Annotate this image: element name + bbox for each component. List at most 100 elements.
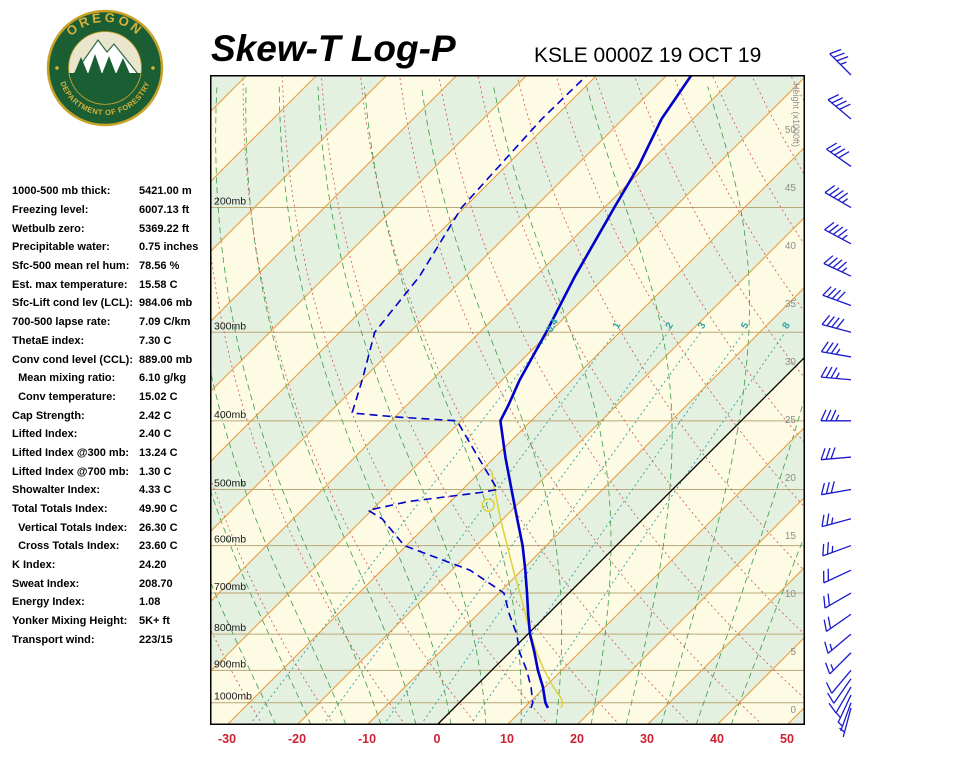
- index-value: 5421.00 m: [139, 185, 192, 198]
- index-value: 223/15: [139, 633, 173, 646]
- svg-text:600mb: 600mb: [214, 534, 246, 546]
- svg-text:35: 35: [785, 299, 797, 310]
- index-label: Showalter Index:: [12, 484, 101, 497]
- svg-text:700mb: 700mb: [214, 581, 246, 593]
- index-value: 7.09 C/km: [139, 316, 191, 329]
- index-value: 15.02 C: [139, 390, 178, 403]
- svg-text:3: 3: [696, 320, 709, 331]
- tree-icon: [74, 57, 88, 74]
- svg-text:40: 40: [710, 732, 724, 746]
- wind-barb: [823, 255, 852, 277]
- index-label: Est. max temperature:: [12, 278, 128, 291]
- svg-text:50: 50: [780, 732, 794, 746]
- index-row: Vertical Totals Index: 26.30 C: [12, 518, 222, 537]
- dewpoint-profile-line: [351, 75, 588, 709]
- index-value: 2.40 C: [139, 428, 172, 441]
- sounding-indices-panel: 1000-500 mb thick: 5421.00 m Freezing leve…: [12, 182, 222, 649]
- svg-text:1: 1: [611, 320, 624, 331]
- index-row: 700-500 lapse rate: 7.09 C/km: [12, 313, 222, 332]
- wind-barb: [820, 447, 852, 461]
- wind-barb: [822, 286, 852, 307]
- index-value: 0.75 inches: [139, 241, 199, 254]
- odf-logo: OREGON DEPARTMENT OF FORESTRY: [46, 8, 164, 135]
- page-title: Skew-T Log-P: [211, 28, 456, 69]
- index-value: 6007.13 ft: [139, 204, 190, 217]
- wind-barb: [823, 592, 852, 609]
- wind-barb: [822, 542, 852, 557]
- index-value: 24.20: [139, 559, 167, 572]
- logo-scene: [69, 32, 141, 104]
- wind-barb: [828, 686, 852, 714]
- svg-text:30: 30: [640, 732, 654, 746]
- index-label: Energy Index:: [12, 596, 85, 609]
- wind-barb: [827, 678, 852, 704]
- index-value: 26.30 C: [139, 521, 178, 534]
- index-row: Wetbulb zero: 5369.22 ft: [12, 219, 222, 238]
- index-row: Energy Index: 1.08: [12, 593, 222, 612]
- index-value: 6.10 g/kg: [139, 372, 187, 385]
- odf-logo-icon: OREGON DEPARTMENT OF FORESTRY: [46, 10, 164, 127]
- index-value: 23.60 C: [139, 540, 178, 553]
- svg-text:40: 40: [785, 241, 797, 252]
- index-value: 889.00 mb: [139, 353, 193, 366]
- index-row: Total Totals Index: 49.90 C: [12, 500, 222, 519]
- tree-icon: [88, 54, 102, 74]
- index-label: Lifted Index @700 mb:: [12, 465, 130, 478]
- logo-dot: [55, 66, 59, 70]
- index-row: ThetaE index: 7.30 C: [12, 332, 222, 351]
- index-label: Sfc-500 mean rel hum:: [12, 260, 130, 273]
- index-label: Sweat Index:: [12, 577, 80, 590]
- svg-text:20: 20: [570, 732, 584, 746]
- index-label: 700-500 lapse rate:: [12, 316, 111, 329]
- index-row: Lifted Index: 2.40 C: [12, 425, 222, 444]
- index-label: Freezing level:: [12, 204, 89, 217]
- index-value: 208.70: [139, 577, 173, 590]
- dry-adiabats: [210, 75, 805, 725]
- index-label: Precipitable water:: [12, 241, 110, 254]
- index-row: K Index: 24.20: [12, 556, 222, 575]
- index-row: Showalter Index: 4.33 C: [12, 481, 222, 500]
- wind-barb: [829, 48, 852, 76]
- index-label: Vertical Totals Index:: [12, 521, 128, 534]
- index-row: Mean mixing ratio: 6.10 g/kg: [12, 369, 222, 388]
- height-axis-title: Height (x1000ft): [791, 83, 801, 147]
- wind-barb: [825, 669, 852, 694]
- wind-barb: [820, 366, 852, 381]
- index-label: Lifted Index @300 mb:: [12, 446, 130, 459]
- index-label: K Index:: [12, 559, 56, 572]
- svg-text:-20: -20: [288, 732, 306, 746]
- logo-dot: [151, 66, 155, 70]
- plot-frame: [210, 75, 805, 725]
- index-value: 4.33 C: [139, 484, 172, 497]
- background-bands: [210, 75, 805, 725]
- index-value: 78.56 %: [139, 260, 180, 273]
- svg-text:45: 45: [785, 183, 797, 194]
- index-value: 49.90 C: [139, 503, 178, 516]
- index-label: Cap Strength:: [12, 409, 85, 422]
- tree-icon: [102, 56, 116, 74]
- svg-text:900mb: 900mb: [214, 658, 246, 670]
- station-id-label: KSLE 0000Z 19 OCT 19: [534, 44, 762, 67]
- pressure-gridlines: [210, 207, 805, 704]
- wind-barb: [827, 93, 852, 120]
- index-row: Est. max temperature: 15.58 C: [12, 275, 222, 294]
- plot-area: [210, 75, 805, 725]
- svg-text:800mb: 800mb: [214, 622, 246, 634]
- index-label: Transport wind:: [12, 633, 95, 646]
- index-value: 1.08: [139, 596, 161, 609]
- svg-text:25: 25: [785, 415, 797, 426]
- index-row: Sweat Index: 208.70: [12, 574, 222, 593]
- wind-barb: [839, 707, 852, 738]
- index-row: Cap Strength: 2.42 C: [12, 406, 222, 425]
- wind-barb-column: [820, 48, 852, 738]
- wind-barb: [822, 568, 852, 584]
- index-label: Sfc-Lift cond lev (LCL):: [12, 297, 133, 310]
- wind-barb: [835, 694, 852, 723]
- svg-text:-10: -10: [358, 732, 376, 746]
- wind-barb: [824, 185, 852, 209]
- skewt-chart: 0.4 1 2 3 5 8200mb300mb400mb500mb600mb700mb80…: [210, 75, 805, 746]
- index-value: 15.58 C: [139, 278, 178, 291]
- index-label: 1000-500 mb thick:: [12, 185, 111, 198]
- index-row: Conv temperature: 15.02 C: [12, 388, 222, 407]
